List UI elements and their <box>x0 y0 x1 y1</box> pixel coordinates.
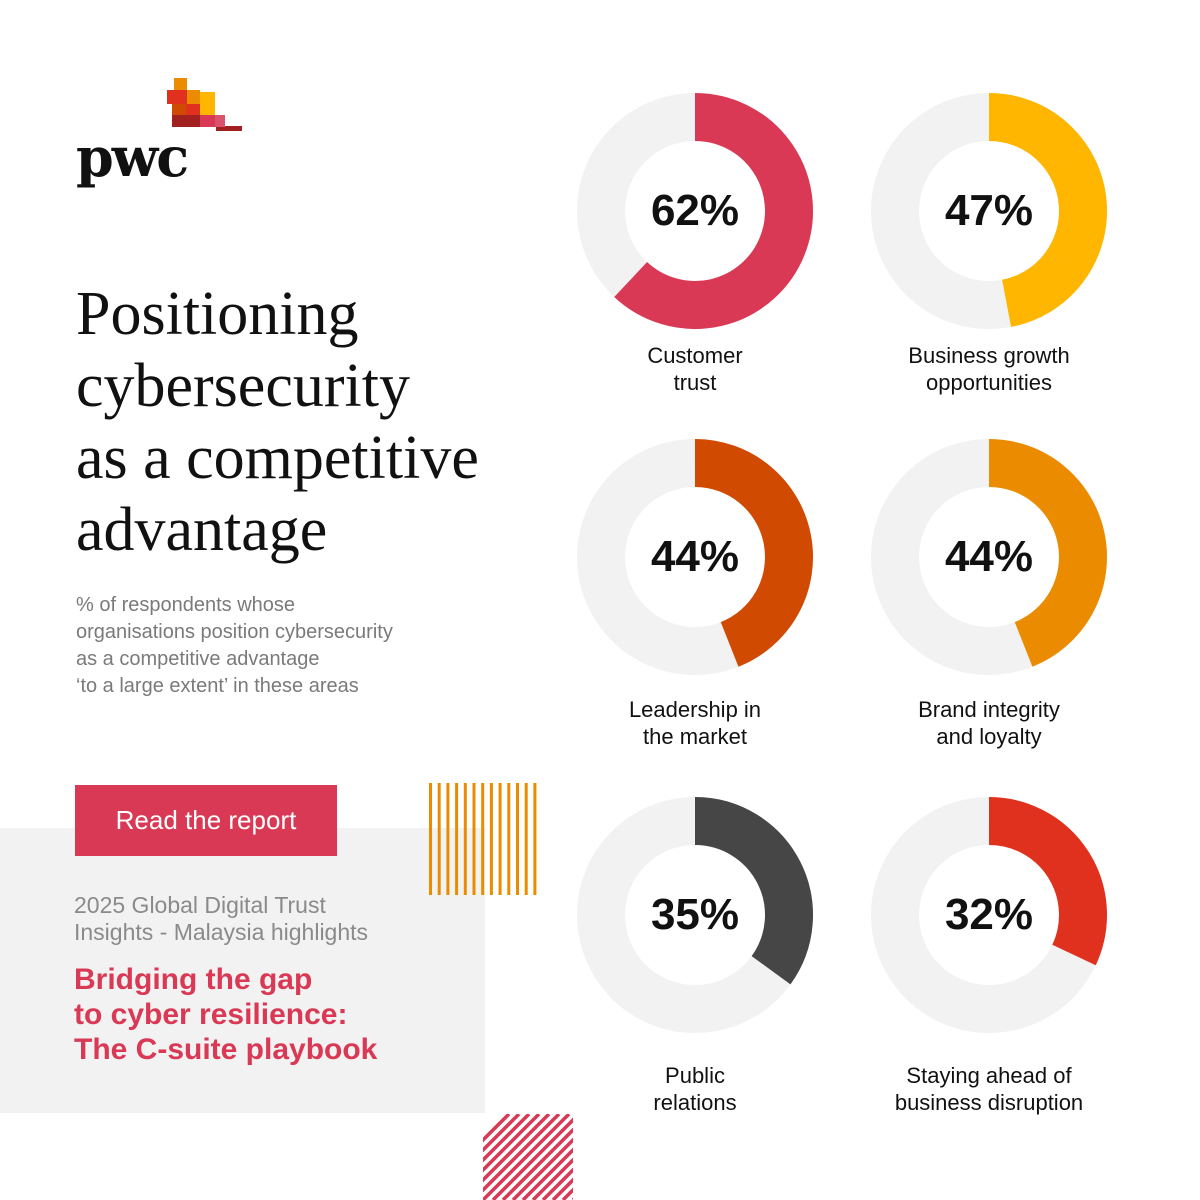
description-line: organisations position cybersecurity <box>76 621 393 643</box>
donut-chart: 47% <box>864 86 1114 336</box>
label-line: business disruption <box>894 1090 1084 1115</box>
stripe <box>483 1114 541 1173</box>
stripe <box>483 1114 521 1153</box>
donut-value-label: 44% <box>650 532 740 581</box>
stripe <box>541 1167 573 1200</box>
donut-graphic <box>577 797 813 1033</box>
stripe <box>489 783 493 895</box>
stripe <box>483 1114 571 1200</box>
donut-value-label: 35% <box>650 890 740 939</box>
donut-graphic <box>871 797 1107 1033</box>
donut-chart: 44% <box>864 432 1114 682</box>
donut-arc <box>694 439 813 667</box>
stripe <box>507 783 511 895</box>
stripe <box>533 783 537 895</box>
read-report-button[interactable]: Read the report <box>75 785 337 856</box>
report-title: Bridging the gap to cyber resilience: Th… <box>74 962 474 1067</box>
chart-description: % of respondents whose organisations pos… <box>76 592 456 700</box>
stripe <box>483 1114 551 1183</box>
report-title-line: The C-suite playbook <box>74 1033 378 1066</box>
donut-value-label: 62% <box>650 186 740 235</box>
report-subtitle: 2025 Global Digital Trust <box>74 892 326 918</box>
donut-category-label: Business growth opportunities <box>864 342 1114 396</box>
label-line: Staying ahead of <box>906 1063 1072 1088</box>
pwc-logo <box>167 78 242 131</box>
label-line: Public <box>665 1063 725 1088</box>
label-line: Brand integrity <box>918 697 1060 722</box>
stripe <box>531 1157 573 1200</box>
stripe <box>491 1117 573 1200</box>
donut-arc <box>694 797 813 985</box>
label-line: the market <box>643 724 747 749</box>
stripe <box>481 783 485 895</box>
title-line: cybersecurity <box>76 352 410 420</box>
stripe <box>455 783 459 895</box>
stripe <box>524 783 528 895</box>
pwc-wordmark: pwc <box>76 125 189 189</box>
stripe <box>521 1147 573 1200</box>
stripe <box>483 1114 561 1193</box>
donut-value-label: 47% <box>944 186 1034 235</box>
title-line: advantage <box>76 496 328 564</box>
stripe <box>463 783 467 895</box>
stripe <box>501 1127 573 1200</box>
label-line: Customer <box>647 343 743 368</box>
stripe <box>511 1137 573 1200</box>
label-line: Leadership in <box>628 697 762 722</box>
description-line: % of respondents whose <box>76 594 296 616</box>
donut-category-label: Customer trust <box>570 342 820 396</box>
description-line: as a competitive advantage <box>76 648 320 670</box>
donut-chart: 35% <box>570 790 820 1040</box>
donut-arc <box>988 797 1107 966</box>
stripe <box>498 783 502 895</box>
donut-chart: 62% <box>570 86 820 336</box>
donut-graphic <box>871 439 1107 675</box>
red-stripes-decoration <box>483 1114 573 1200</box>
donut-value-label: 44% <box>944 532 1034 581</box>
donut-graphic <box>577 93 813 329</box>
label-line: relations <box>653 1090 737 1115</box>
label-line: trust <box>673 370 717 395</box>
stripe <box>551 1177 573 1200</box>
donut-chart: 44% <box>570 432 820 682</box>
report-panel <box>0 828 485 1113</box>
stripe <box>483 1114 511 1143</box>
donut-chart: 32% <box>864 790 1114 1040</box>
stripe <box>429 783 432 895</box>
page-title: Positioning cybersecurity as a competiti… <box>76 278 546 566</box>
label-line: Business growth <box>908 343 1070 368</box>
donut-category-label: Staying ahead of business disruption <box>864 1062 1114 1116</box>
stripe <box>446 783 450 895</box>
donut-graphic <box>577 439 813 675</box>
orange-stripes-decoration <box>429 783 537 895</box>
stripe <box>437 783 441 895</box>
stripe <box>483 1114 531 1163</box>
label-line: and loyalty <box>936 724 1042 749</box>
stripe <box>472 783 476 895</box>
title-line: as a competitive <box>76 424 479 492</box>
donut-category-label: Brand integrity and loyalty <box>864 696 1114 750</box>
title-line: Positioning <box>76 280 359 348</box>
donut-category-label: Public relations <box>570 1062 820 1116</box>
donut-category-label: Leadership in the market <box>570 696 820 750</box>
report-subtitle: Insights - Malaysia highlights <box>74 919 369 945</box>
donut-value-label: 32% <box>944 890 1034 939</box>
donut-arc <box>614 93 813 329</box>
description-line: ‘to a large extent’ in these areas <box>76 675 359 697</box>
stripe <box>516 783 519 895</box>
report-title-line: Bridging the gap <box>74 963 313 996</box>
donut-arc <box>988 439 1107 667</box>
report-title-line: to cyber resilience: <box>74 998 348 1031</box>
label-line: opportunities <box>926 370 1052 395</box>
donut-arc <box>988 93 1107 327</box>
donut-graphic <box>871 93 1107 329</box>
